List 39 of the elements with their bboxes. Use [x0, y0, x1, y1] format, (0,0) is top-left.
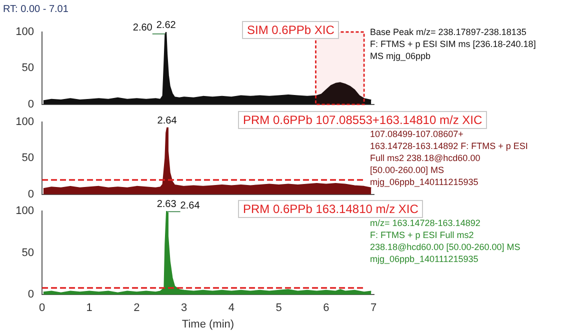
y-tick-label: 100: [16, 205, 34, 218]
annotation: 238.18@hcd60.00 [50.00-260.00] MS: [370, 241, 520, 253]
annotation: 2.60: [132, 22, 153, 34]
x-tick-label: 3: [181, 302, 188, 314]
chart-subtitle: RT: 0.00 - 7.01: [3, 4, 68, 15]
y-tick-label: 0: [28, 188, 34, 200]
x-tick-label: 2: [134, 302, 140, 314]
y-tick-label: 50: [22, 246, 34, 259]
chart-title: PRM 0.6PPb 163.14810 m/z XIC: [238, 200, 424, 218]
x-axis-title: Time (min): [182, 318, 234, 330]
y-tick-label: 100: [16, 26, 34, 38]
annotation: [50.00-260.00] MS: [370, 164, 446, 176]
x-tick-label: 7: [370, 302, 377, 314]
x-tick-label: 0: [38, 302, 46, 314]
x-tick-label: 4: [228, 302, 235, 314]
annotation: 2.64: [180, 200, 200, 212]
x-tick-label: 6: [323, 302, 330, 314]
annotation: 163.14728-163.14892 F: FTMS + p ESI: [370, 140, 528, 152]
annotation: Base Peak m/z= 238.17897-238.18135: [370, 26, 528, 38]
chart-title: PRM 0.6PPb 107.08553+163.14810 m/z XIC: [238, 111, 488, 129]
annotation: 2.63: [156, 198, 177, 210]
annotation: Full ms2 238.18@hcd60.00: [370, 152, 482, 164]
annotation: F: FTMS + p ESI Full ms2: [370, 229, 475, 241]
annotation: 107.08499-107.08607+: [370, 128, 464, 140]
y-tick-label: 50: [22, 152, 34, 164]
annotation: F: FTMS + p ESI SIM ms [236.18-240.18]: [370, 38, 536, 50]
y-tick-label: 0: [28, 98, 34, 110]
y-tick-label: 100: [16, 116, 34, 128]
y-tick-label: 0: [28, 288, 34, 301]
x-tick-label: 1: [86, 302, 92, 314]
annotation: m/z= 163.14728-163.14892: [370, 217, 482, 229]
annotation: mjg_06ppb_140111215935: [370, 176, 480, 188]
y-tick-label: 50: [22, 62, 34, 74]
x-tick-label: 5: [276, 302, 282, 314]
annotation: mjg_06ppb_140111215935: [370, 253, 480, 265]
annotation: 2.62: [156, 20, 176, 31]
annotation: 2.64: [157, 116, 178, 127]
annotation: MS mjg_06ppb: [370, 50, 432, 62]
chart-title: SIM 0.6PPb XIC: [242, 21, 340, 39]
